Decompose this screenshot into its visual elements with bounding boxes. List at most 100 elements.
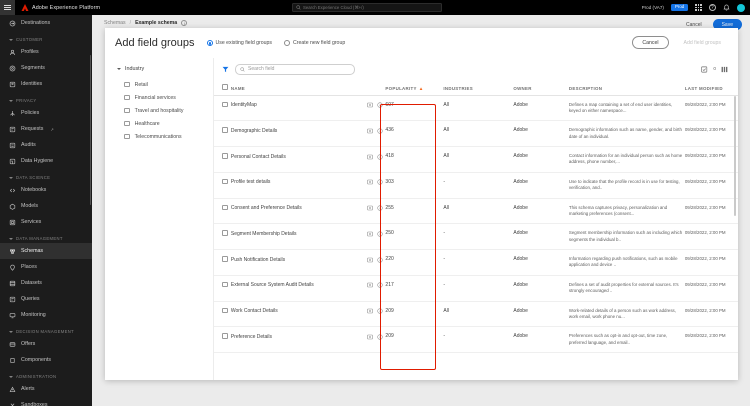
row-checkbox[interactable] xyxy=(222,178,228,185)
column-header-popularity[interactable]: POPULARITY ▲ xyxy=(385,80,444,96)
row-info-icon[interactable] xyxy=(376,333,383,340)
table-row[interactable]: Push Notification Details 220- Adobe Inform… xyxy=(214,249,738,276)
sidebar-scrollbar[interactable] xyxy=(89,55,91,205)
row-checkbox[interactable] xyxy=(222,333,228,339)
app-grid-icon[interactable] xyxy=(695,4,702,11)
sidebar-item-audits[interactable]: Audits xyxy=(0,137,92,153)
page-save-button[interactable]: Save xyxy=(712,19,742,30)
industry-option-checkbox[interactable] xyxy=(124,81,130,88)
row-checkbox[interactable] xyxy=(222,153,228,159)
row-info-icon[interactable] xyxy=(376,153,383,160)
hamburger-icon[interactable] xyxy=(0,0,15,15)
sidebar-item-notebooks[interactable]: Notebooks xyxy=(0,182,92,198)
sidebar-item-profiles[interactable]: Profiles xyxy=(0,44,92,60)
preview-schema-icon[interactable] xyxy=(366,333,373,340)
field-group-mode-radios[interactable]: Use existing field groups Create new fiel… xyxy=(206,40,345,46)
sidebar-item-requests[interactable]: Requests ↗ xyxy=(0,121,92,137)
table-row[interactable]: Demographic Details 436 All Adobe Demographi… xyxy=(214,120,738,148)
preview-schema-icon[interactable] xyxy=(366,102,373,109)
info-icon[interactable]: i xyxy=(181,20,188,26)
row-info-icon[interactable] xyxy=(376,179,383,186)
table-row[interactable]: Preference Details 209- Adobe Preferences s… xyxy=(214,326,738,354)
sidebar-item-queries[interactable]: Queries xyxy=(0,291,92,307)
row-info-icon[interactable] xyxy=(376,256,383,263)
row-checkbox[interactable] xyxy=(222,230,228,236)
preview-schema-icon[interactable] xyxy=(366,230,373,237)
row-info-icon[interactable] xyxy=(376,127,383,134)
sidebar-item-schemas[interactable]: Schemas xyxy=(0,243,92,259)
row-checkbox[interactable] xyxy=(222,256,228,262)
sidebar-item-identities[interactable]: Identities xyxy=(0,76,92,92)
sidebar-item-monitoring[interactable]: Monitoring xyxy=(0,307,92,323)
sidebar-item-components[interactable]: Components xyxy=(0,352,92,368)
sidebar-item-data-hygiene[interactable]: Data Hygiene xyxy=(0,153,92,169)
table-row[interactable]: Personal Contact Details 418 All Adobe Conta… xyxy=(214,146,738,173)
sidebar-item-datasets[interactable]: Datasets xyxy=(0,275,92,291)
industry-option-checkbox[interactable] xyxy=(124,107,130,114)
preview-schema-icon[interactable] xyxy=(366,153,373,160)
row-checkbox[interactable] xyxy=(222,204,228,211)
sidebar-item-offers[interactable]: Offers xyxy=(0,336,92,352)
bell-icon[interactable] xyxy=(723,4,730,12)
radio-create-new[interactable]: Create new field group xyxy=(284,40,345,46)
table-row[interactable]: Work Contact Details 209 All Adobe Work-rela… xyxy=(214,301,738,328)
user-avatar[interactable] xyxy=(737,3,745,12)
page-cancel-button[interactable]: Cancel xyxy=(686,21,702,28)
global-search-input[interactable]: Search Experience Cloud (⌘+/) xyxy=(292,3,442,12)
column-header-description[interactable]: DESCRIPTION xyxy=(568,80,685,96)
dialog-cancel-button[interactable]: Cancel xyxy=(632,36,669,50)
radio-use-existing[interactable]: Use existing field groups xyxy=(206,40,272,46)
column-header-last-modified[interactable]: LAST MODIFIED xyxy=(684,80,738,96)
row-info-icon[interactable] xyxy=(376,230,383,237)
sidebar-item-destinations[interactable]: Destinations xyxy=(0,15,92,31)
row-checkbox[interactable] xyxy=(222,101,228,108)
sidebar-item-services[interactable]: Services xyxy=(0,214,92,230)
selected-items-icon[interactable] xyxy=(701,66,708,73)
table-row[interactable]: Consent and Preference Details 255 All Adob… xyxy=(214,198,738,225)
select-all-checkbox[interactable] xyxy=(222,84,228,90)
list-scrollbar[interactable] xyxy=(734,96,736,216)
left-navigation-sidebar[interactable]: Destinations CUSTOMER Profiles Segments Iden… xyxy=(0,15,92,406)
preview-schema-icon[interactable] xyxy=(366,179,373,186)
column-header-name[interactable]: NAME xyxy=(230,80,386,96)
industry-filter-header[interactable]: Industry xyxy=(117,66,213,72)
sidebar-item-segments[interactable]: Segments xyxy=(0,60,92,76)
sidebar-item-sandboxes[interactable]: Sandboxes xyxy=(0,397,92,406)
sidebar-item-alerts[interactable]: Alerts xyxy=(0,381,92,397)
filter-icon[interactable] xyxy=(222,66,229,73)
preview-schema-icon[interactable] xyxy=(366,282,373,289)
preview-schema-icon[interactable] xyxy=(366,308,373,315)
table-row[interactable]: IdentityMap 607 All Adobe Defines a map cont… xyxy=(214,95,738,122)
industry-option-checkbox[interactable] xyxy=(124,133,130,140)
industry-option-checkbox[interactable] xyxy=(124,94,130,101)
row-info-icon[interactable] xyxy=(376,282,383,289)
industry-option-healthcare[interactable]: Healthcare xyxy=(117,117,213,130)
sidebar-item-models[interactable]: Models xyxy=(0,198,92,214)
environment-badge[interactable]: Prod xyxy=(670,3,689,12)
help-icon[interactable]: ? xyxy=(708,3,716,12)
industry-option-telecommunications[interactable]: Telecommunications xyxy=(117,130,213,143)
preview-schema-icon[interactable] xyxy=(366,205,373,212)
table-row[interactable]: Profile test details 303- Adobe Use to indi… xyxy=(214,172,738,199)
preview-schema-icon[interactable] xyxy=(366,127,373,134)
sidebar-item-policies[interactable]: Policies xyxy=(0,105,92,121)
table-row[interactable]: External Source System Audit Details 217-… xyxy=(214,275,738,302)
preview-schema-icon[interactable] xyxy=(366,256,373,263)
industry-option-checkbox[interactable] xyxy=(124,120,130,127)
column-header-owner[interactable]: OWNER xyxy=(513,80,569,96)
table-row[interactable]: Segment Membership Details 250- Adobe Segme… xyxy=(214,223,738,251)
breadcrumb-parent[interactable]: Schemas xyxy=(104,20,126,26)
column-header-industries[interactable]: INDUSTRIES xyxy=(443,80,514,96)
row-checkbox[interactable] xyxy=(222,307,228,314)
row-checkbox[interactable] xyxy=(222,127,228,133)
column-settings-icon[interactable] xyxy=(721,66,728,73)
sidebar-item-places[interactable]: Places xyxy=(0,259,92,275)
row-checkbox[interactable] xyxy=(222,281,228,288)
row-info-icon[interactable] xyxy=(376,205,383,212)
row-info-icon[interactable] xyxy=(376,102,383,109)
industry-option-travel-and-hospitality[interactable]: Travel and hospitality xyxy=(117,104,213,117)
industry-option-financial-services[interactable]: Financial services xyxy=(117,91,213,104)
row-info-icon[interactable] xyxy=(376,308,383,315)
search-field-input[interactable]: Search field xyxy=(235,63,355,75)
industry-option-retail[interactable]: Retail xyxy=(117,78,213,91)
